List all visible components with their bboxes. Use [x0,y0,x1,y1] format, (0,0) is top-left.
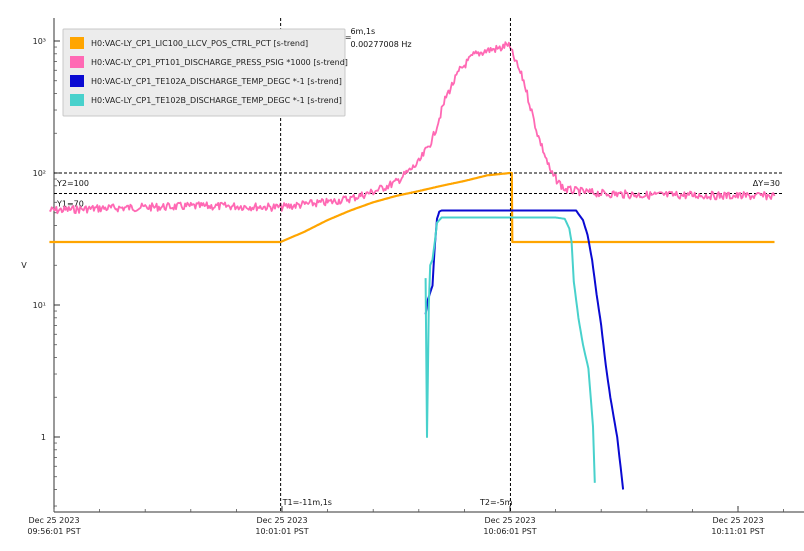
y-tick-label: 10² [33,169,46,178]
y-cursors[interactable]: Y2=100 Y1=70 ΔY=30 [54,172,784,208]
y-tick-label: 10³ [33,37,46,46]
x-tick-time: 10:01:01 PST [255,527,308,536]
series-layer [49,41,776,490]
x-tick-date: Dec 25 2023 [256,516,307,525]
t2-cursor-label: T2=-5m [479,498,513,507]
x-tick-time: 09:56:01 PST [27,527,80,536]
x-tick-time: 10:11:01 PST [711,527,764,536]
delta-t-frequency: 0.00277008 Hz [350,40,411,49]
legend-swatch [70,56,84,68]
legend-swatch [70,75,84,87]
legend-swatch [70,37,84,49]
y1-cursor-label: Y1=70 [56,199,84,208]
x-tick-date: Dec 25 2023 [484,516,535,525]
delta-t-value: 6m,1s [350,27,375,36]
y2-cursor-label: Y2=100 [56,179,89,188]
legend-entry: H0:VAC-LY_CP1_TE102A_DISCHARGE_TEMP_DEGC… [91,77,342,86]
legend-box [62,28,346,117]
x-tick-date: Dec 25 2023 [28,516,79,525]
legend-swatch [70,94,84,106]
y-tick-label: 1 [41,433,46,442]
legend-entry: H0:VAC-LY_CP1_PT101_DISCHARGE_PRESS_PSIG… [91,58,348,67]
legend-entry: H0:VAC-LY_CP1_TE102B_DISCHARGE_TEMP_DEGC… [91,96,342,105]
legend: H0:VAC-LY_CP1_LIC100_LLCV_POS_CTRL_PCT [… [62,28,348,117]
chart-axes: 10³ 10² 10¹ 1 V Dec 25 2023 09:56:01 PST Dec 25… [21,18,804,536]
series-line-1 [49,171,775,244]
x-tick-date: Dec 25 2023 [712,516,763,525]
series-line-3 [424,209,625,490]
legend-entry: H0:VAC-LY_CP1_LIC100_LLCV_POS_CTRL_PCT [… [91,39,308,48]
series-line-2 [49,41,776,215]
y-axis-label: V [21,261,27,270]
series-line-4 [424,216,596,483]
x-tick-time: 10:06:01 PST [483,527,536,536]
delta-y-label: ΔY=30 [753,179,780,188]
t1-cursor-label: T1=-11m,1s [282,498,332,507]
y-tick-label: 10¹ [33,301,46,310]
